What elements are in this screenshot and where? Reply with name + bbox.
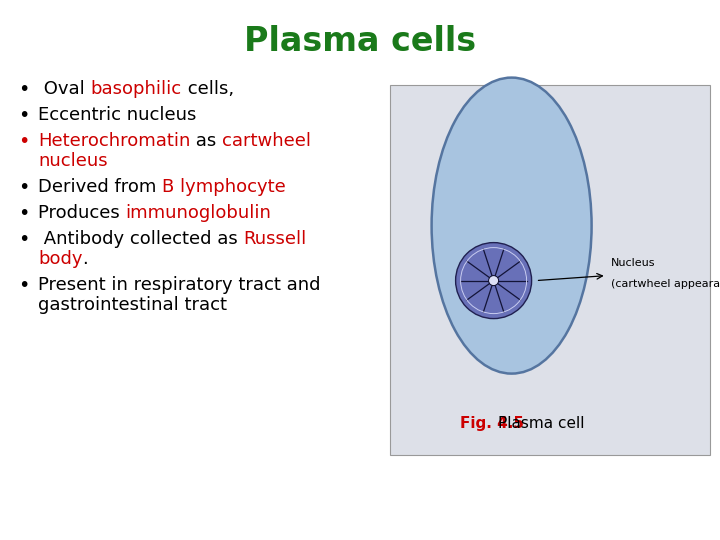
Text: •: • (18, 178, 30, 197)
Text: •: • (18, 230, 30, 249)
Text: •: • (18, 80, 30, 99)
Text: .: . (83, 250, 89, 268)
Text: Derived from: Derived from (38, 178, 162, 196)
Text: cells,: cells, (181, 80, 234, 98)
Text: •: • (18, 204, 30, 223)
Text: Produces: Produces (38, 204, 125, 222)
Text: as: as (190, 132, 222, 150)
Ellipse shape (431, 78, 592, 374)
Text: •: • (18, 106, 30, 125)
Text: body: body (38, 250, 83, 268)
Text: Eccentric nucleus: Eccentric nucleus (38, 106, 197, 124)
Circle shape (489, 275, 498, 286)
Text: Antibody collected as: Antibody collected as (38, 230, 243, 248)
Text: cartwheel: cartwheel (222, 132, 311, 150)
Text: Russell: Russell (243, 230, 307, 248)
Text: Plasma cell: Plasma cell (498, 416, 585, 431)
Text: gastrointestinal tract: gastrointestinal tract (38, 296, 227, 314)
Circle shape (456, 242, 531, 319)
Text: B lymphocyte: B lymphocyte (162, 178, 286, 196)
Text: basophilic: basophilic (91, 80, 181, 98)
Text: Nucleus: Nucleus (611, 258, 655, 268)
Text: •: • (18, 132, 30, 151)
Text: (cartwheel appearance): (cartwheel appearance) (611, 268, 720, 289)
Text: Oval: Oval (38, 80, 91, 98)
Text: immunoglobulin: immunoglobulin (125, 204, 271, 222)
FancyBboxPatch shape (390, 85, 710, 455)
Text: Fig. 4.5: Fig. 4.5 (459, 416, 523, 431)
Text: Heterochromatin: Heterochromatin (38, 132, 190, 150)
Text: Present in respiratory tract and: Present in respiratory tract and (38, 276, 320, 294)
Text: Plasma cells: Plasma cells (244, 25, 476, 58)
Text: •: • (18, 276, 30, 295)
Text: nucleus: nucleus (38, 152, 107, 170)
